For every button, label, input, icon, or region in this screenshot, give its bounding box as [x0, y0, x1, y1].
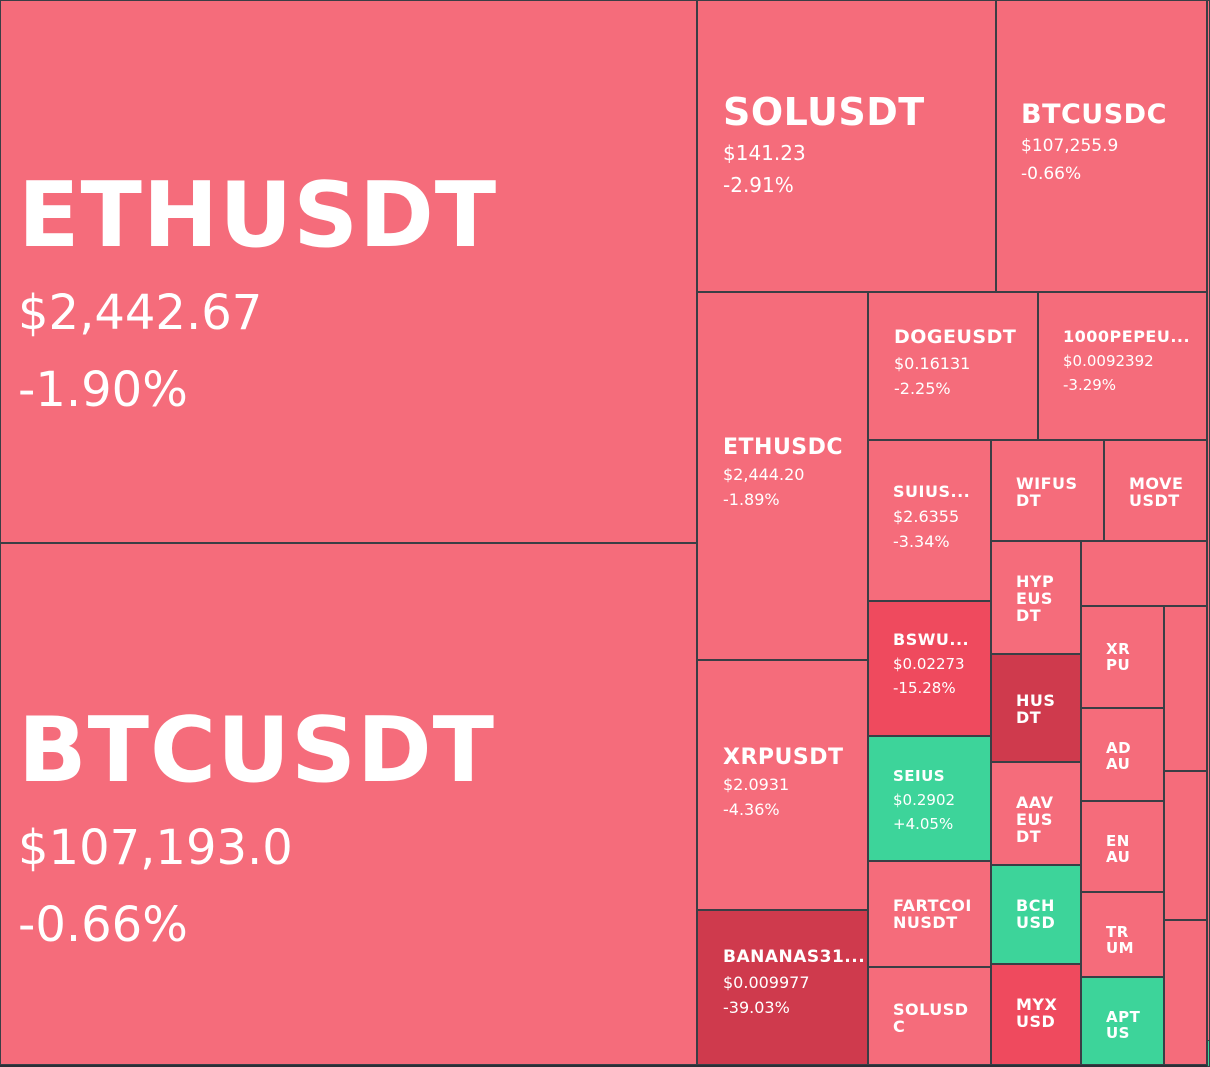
tile-change: -3.34% — [893, 532, 950, 552]
tile-symbol: SUIUS... — [893, 482, 971, 501]
tile-husdt[interactable]: HUS DT — [991, 654, 1081, 762]
tile-change: -1.89% — [723, 490, 780, 510]
tile-change: -15.28% — [893, 679, 956, 698]
tile-symbol: BTCUSDT — [18, 698, 496, 803]
tile-symbol: HUS DT — [1016, 691, 1056, 727]
tile-price: $0.2902 — [893, 790, 956, 809]
tile-aptus[interactable]: APT US — [1081, 977, 1164, 1065]
tile-wifusdt[interactable]: WIFUS DT — [991, 440, 1104, 541]
tile-trum[interactable]: TR UM — [1081, 892, 1164, 977]
tile-bananas31[interactable]: BANANAS31... $0.009977 -39.03% — [697, 910, 868, 1065]
tile-price: $0.16131 — [894, 353, 971, 373]
tile-price: $107,255.9 — [1021, 136, 1119, 157]
tile-symbol: XRPUSDT — [723, 745, 844, 770]
tile-change: -4.36% — [723, 800, 780, 820]
tile-symbol: APT US — [1106, 1008, 1141, 1042]
tile-change: -0.66% — [1021, 163, 1082, 184]
tile-symbol: TR UM — [1106, 923, 1135, 957]
tile-symbol: DOGEUSDT — [894, 326, 1017, 348]
tile-symbol: BCH USD — [1016, 896, 1056, 932]
tile-change: -39.03% — [723, 998, 790, 1018]
tile-change: -3.29% — [1063, 376, 1117, 395]
tile-price: $2.0931 — [723, 775, 790, 795]
tile-symbol: XR PU — [1106, 640, 1131, 674]
tile-symbol: HYP EUS DT — [1016, 572, 1055, 625]
tile-dogeusdt[interactable]: DOGEUSDT $0.16131 -2.25% — [868, 292, 1038, 440]
tile-btcusdc[interactable]: BTCUSDC $107,255.9 -0.66% — [996, 0, 1207, 292]
tile-change: -1.90% — [18, 361, 188, 418]
tile-symbol: BTCUSDC — [1021, 99, 1167, 130]
tile-symbol: SOLUSD C — [893, 1000, 969, 1036]
tile-price: $2.6355 — [893, 506, 960, 526]
tile-symbol: FARTCOI NUSDT — [893, 896, 972, 932]
tile-blank-26[interactable] — [1081, 541, 1207, 606]
tile-symbol: 1000PEPEU... — [1063, 327, 1191, 346]
tile-change: -2.91% — [723, 172, 794, 197]
tile-price: $0.02273 — [893, 654, 965, 673]
tile-symbol: AAV EUS DT — [1016, 793, 1054, 846]
tile-symbol: BSWU... — [893, 630, 970, 649]
tile-price: $2,442.67 — [18, 284, 263, 341]
tile-symbol: SEIUS — [893, 767, 946, 785]
tile-bchusd[interactable]: BCH USD — [991, 865, 1081, 964]
tile-solusdt[interactable]: SOLUSDT $141.23 -2.91% — [697, 0, 996, 292]
tile-change: -0.66% — [18, 896, 188, 953]
tile-blank-29[interactable] — [1164, 920, 1207, 1065]
tile-price: $0.009977 — [723, 972, 810, 992]
tile-symbol: ETHUSDT — [18, 163, 498, 268]
tile-moveusdt[interactable]: MOVE USDT — [1104, 440, 1207, 541]
tile-price: $0.0092392 — [1063, 351, 1154, 370]
tile-symbol: MYX USD — [1016, 995, 1058, 1031]
tile-seius[interactable]: SEIUS $0.2902 +4.05% — [868, 736, 991, 861]
tile-price: $2,444.20 — [723, 465, 805, 485]
tile-price: $141.23 — [723, 140, 806, 165]
tile-symbol: MOVE USDT — [1129, 474, 1184, 510]
tile-symbol: EN AU — [1106, 832, 1131, 866]
tile-symbol: AD AU — [1106, 739, 1132, 773]
tile-enau[interactable]: EN AU — [1081, 801, 1164, 892]
tile-blank-27[interactable] — [1164, 606, 1207, 771]
tile-btcusdt[interactable]: BTCUSDT $107,193.0 -0.66% — [0, 543, 697, 1065]
tile-price: $107,193.0 — [18, 819, 293, 876]
tile-fartcoinusdt[interactable]: FARTCOI NUSDT — [868, 861, 991, 967]
tile-symbol: BANANAS31... — [723, 947, 866, 967]
tile-bswu[interactable]: BSWU... $0.02273 -15.28% — [868, 601, 991, 736]
tile-adau[interactable]: AD AU — [1081, 708, 1164, 801]
tile-myxusd[interactable]: MYX USD — [991, 964, 1081, 1065]
tile-change: +4.05% — [893, 815, 954, 833]
tile-xrpu[interactable]: XR PU — [1081, 606, 1164, 708]
tile-xrpusdt[interactable]: XRPUSDT $2.0931 -4.36% — [697, 660, 868, 910]
tile-change: -2.25% — [894, 379, 951, 399]
tile-symbol: ETHUSDC — [723, 435, 844, 460]
tile-suius[interactable]: SUIUS... $2.6355 -3.34% — [868, 440, 991, 601]
tile-hypeusdt[interactable]: HYP EUS DT — [991, 541, 1081, 654]
tile-symbol: SOLUSDT — [723, 90, 925, 134]
tile-symbol: WIFUS DT — [1016, 474, 1078, 510]
tile-blank-28[interactable] — [1164, 771, 1207, 920]
tile-1000pepeu[interactable]: 1000PEPEU... $0.0092392 -3.29% — [1038, 292, 1207, 440]
tile-aaveusdt[interactable]: AAV EUS DT — [991, 762, 1081, 865]
tile-ethusdt[interactable]: ETHUSDT $2,442.67 -1.90% — [0, 0, 697, 543]
tile-solusdc[interactable]: SOLUSD C — [868, 967, 991, 1065]
tile-ethusdc[interactable]: ETHUSDC $2,444.20 -1.89% — [697, 292, 868, 660]
